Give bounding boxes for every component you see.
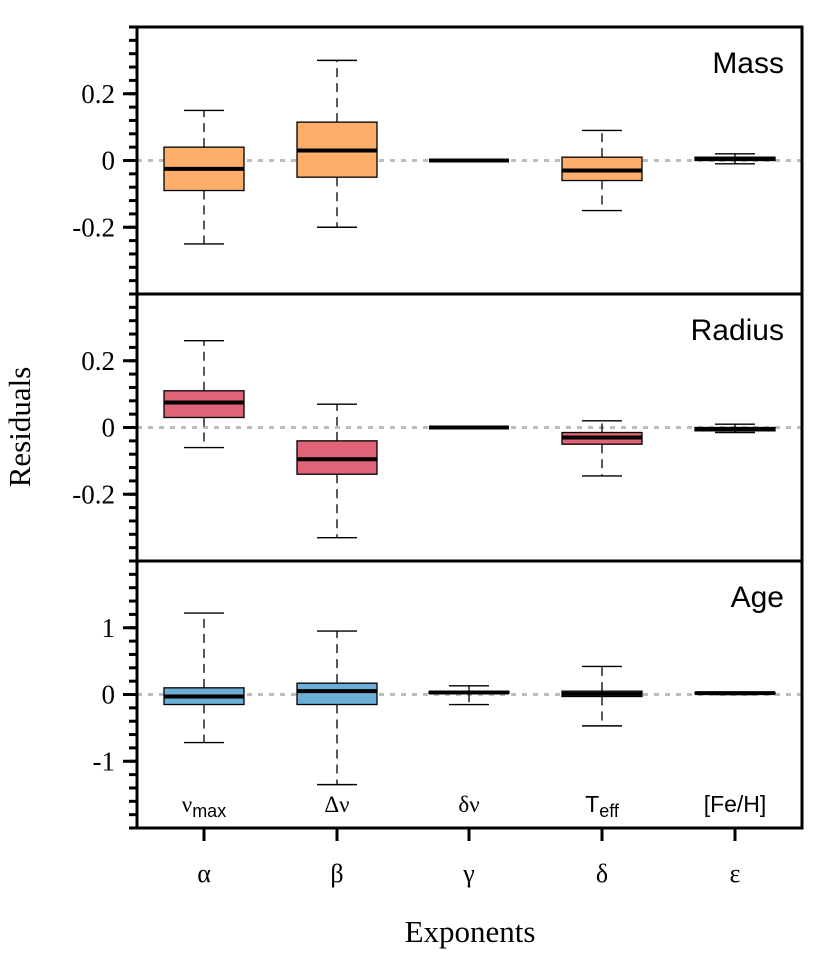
mass-tick-label: -0.2 (72, 212, 115, 242)
mass-panel: -0.2 0 0.2 Mass (72, 25, 804, 296)
age-tick-label: 1 (102, 613, 116, 643)
x-tick-label: δ (596, 859, 608, 888)
age-box-3 (428, 685, 510, 706)
category-annotation: Δν (324, 792, 349, 817)
mass-box-5 (694, 153, 776, 165)
radius-box-1 (163, 340, 245, 449)
radius-tick-label: 0 (102, 413, 116, 443)
age-box-4 (561, 665, 643, 727)
mass-box-1 (163, 109, 245, 245)
y-axis-label: Residuals (2, 367, 37, 488)
x-tick-label: ε (730, 859, 741, 888)
radius-tick-label: 0.2 (81, 346, 115, 376)
category-annotation: [Fe/H] (704, 791, 767, 817)
age-panel: -1 0 1 Age (93, 559, 804, 830)
age-tick-label: 0 (102, 680, 116, 710)
radius-tick-label: -0.2 (72, 479, 115, 509)
category-annotation: δν (458, 792, 479, 817)
age-box-1 (163, 612, 245, 744)
x-tick-label: γ (462, 859, 475, 888)
age-box-5 (694, 691, 776, 696)
mass-box-2 (296, 59, 378, 228)
mass-panel-title: Mass (712, 47, 784, 80)
age-box-2 (296, 630, 378, 786)
category-annotation: νmax (182, 792, 226, 821)
category-annotation: Teff (585, 791, 620, 821)
x-tick-label: β (330, 859, 343, 888)
radius-box-5 (694, 423, 776, 434)
age-panel-title: Age (731, 581, 784, 614)
radius-box-4 (561, 420, 643, 477)
x-axis-label: Exponents (405, 914, 536, 949)
panels-group: -0.2 0 0.2 Mass -0.2 0 0.2 Radius -1 0 1 Age (72, 25, 804, 830)
age-box-rect (296, 682, 378, 706)
radius-box-2 (296, 403, 378, 539)
x-tick-label: α (197, 859, 211, 888)
mass-box-4 (561, 129, 643, 212)
x-axis: νmax Δν δν Teff [Fe/H] α β γ δ ε (182, 791, 767, 888)
radius-panel-title: Radius (691, 314, 784, 347)
mass-tick-label: 0.2 (81, 79, 115, 109)
mass-tick-label: 0 (102, 146, 116, 176)
age-tick-label: -1 (93, 746, 116, 776)
radius-panel: -0.2 0 0.2 Radius (72, 292, 804, 563)
